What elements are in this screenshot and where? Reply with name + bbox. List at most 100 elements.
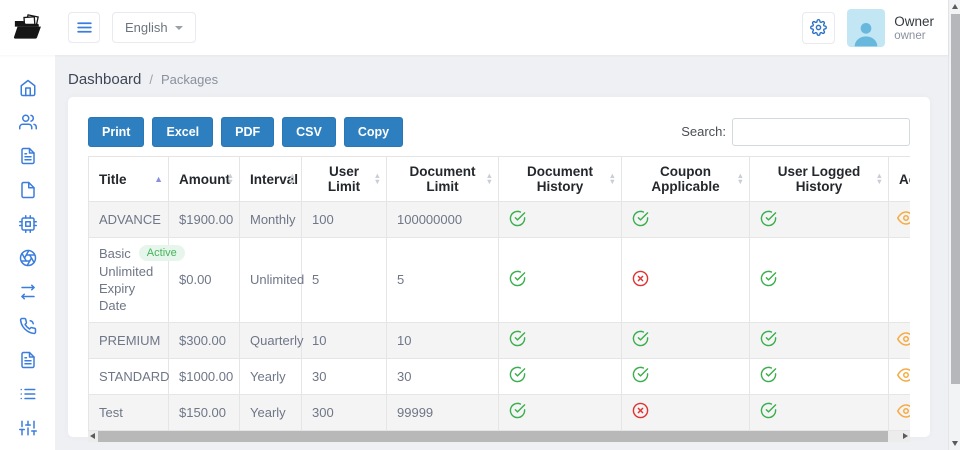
column-header-coupon-applicable[interactable]: Coupon Applicable ▲ ▼ bbox=[621, 156, 750, 202]
sidebar-item-transfer-7[interactable] bbox=[0, 275, 55, 309]
packages-table: Title ▲ Amount ▲ ▼ Interval ▲ ▼ User Limit ▲ ▼ Docu… bbox=[88, 156, 910, 431]
column-label: Title bbox=[99, 171, 127, 187]
column-header-title[interactable]: Title ▲ bbox=[88, 156, 169, 202]
scroll-right-arrow-icon[interactable] bbox=[903, 432, 908, 439]
view-package-button[interactable] bbox=[897, 330, 910, 348]
action-cell bbox=[888, 201, 910, 238]
document-history-cell bbox=[498, 393, 622, 431]
column-header-interval[interactable]: Interval ▲ ▼ bbox=[239, 156, 302, 202]
app-logo[interactable] bbox=[0, 0, 55, 55]
sidebar-item-cpu-5[interactable] bbox=[0, 207, 55, 241]
sidebar-item-users-2[interactable] bbox=[0, 105, 55, 139]
package-title: Basic bbox=[99, 245, 131, 261]
breadcrumb: Dashboard / Packages bbox=[68, 71, 930, 88]
vertical-scrollbar-thumb[interactable] bbox=[950, 14, 960, 384]
avatar bbox=[847, 8, 886, 47]
view-package-button[interactable] bbox=[897, 366, 910, 384]
user-limit-cell: 10 bbox=[301, 321, 387, 359]
document-limit-cell: 99999 bbox=[386, 393, 499, 431]
package-subtitle: Unlimited Expiry Date bbox=[99, 264, 154, 313]
column-label: Coupon Applicable bbox=[651, 164, 720, 194]
check-circle-icon bbox=[509, 270, 526, 287]
export-buttons: Print Excel PDF CSV Copy bbox=[88, 116, 411, 147]
user-limit-cell: 300 bbox=[301, 393, 387, 431]
check-circle-icon bbox=[632, 330, 649, 347]
check-circle-icon bbox=[632, 366, 649, 383]
document-limit-cell: 5 bbox=[386, 237, 499, 323]
sidebar-item-list-10[interactable] bbox=[0, 377, 55, 411]
horizontal-scrollbar[interactable] bbox=[88, 430, 910, 442]
scroll-left-arrow-icon[interactable] bbox=[90, 432, 95, 439]
pdf-button[interactable]: PDF bbox=[221, 116, 275, 147]
sidebar-toggle-button[interactable] bbox=[68, 12, 100, 43]
coupon-applicable-cell bbox=[621, 321, 750, 359]
breadcrumb-separator: / bbox=[149, 72, 154, 87]
breadcrumb-dashboard[interactable]: Dashboard bbox=[68, 71, 142, 88]
file-text-icon bbox=[20, 147, 35, 165]
menu-icon bbox=[76, 22, 92, 33]
title-cell: STANDARD bbox=[88, 357, 170, 395]
horizontal-scrollbar-thumb[interactable] bbox=[98, 430, 888, 442]
eye-icon bbox=[897, 367, 910, 382]
check-circle-icon bbox=[760, 270, 777, 287]
sort-icon: ▲ ▼ bbox=[373, 171, 381, 186]
column-header-user-logged-history[interactable]: User Logged History ▲ ▼ bbox=[749, 156, 889, 202]
check-circle-icon bbox=[509, 402, 526, 419]
copy-button[interactable]: Copy bbox=[343, 116, 404, 147]
user-limit-cell: 5 bbox=[301, 237, 387, 323]
aperture-icon bbox=[19, 249, 36, 267]
check-circle-icon bbox=[760, 402, 777, 419]
view-package-button[interactable] bbox=[897, 402, 910, 420]
table-toolbar: Print Excel PDF CSV Copy Search: bbox=[88, 116, 910, 147]
coupon-applicable-cell bbox=[621, 201, 750, 238]
sidebar-item-sliders-11[interactable] bbox=[0, 411, 55, 445]
settings-button[interactable] bbox=[802, 11, 836, 44]
amount-cell: $1900.00 bbox=[168, 201, 240, 238]
packages-table-wrap: Title ▲ Amount ▲ ▼ Interval ▲ ▼ User Limit ▲ ▼ Docu… bbox=[88, 156, 910, 431]
column-header-document-history[interactable]: Document History ▲ ▼ bbox=[498, 156, 622, 202]
view-package-button[interactable] bbox=[897, 209, 910, 227]
breadcrumb-packages: Packages bbox=[161, 72, 219, 87]
search-input[interactable] bbox=[732, 117, 910, 146]
sidebar-item-file-text-9[interactable] bbox=[0, 343, 55, 377]
x-circle-icon bbox=[632, 402, 649, 419]
sidebar-item-aperture-6[interactable] bbox=[0, 241, 55, 275]
scroll-up-arrow-icon[interactable] bbox=[951, 4, 958, 9]
list-icon bbox=[20, 388, 35, 400]
coupon-applicable-cell bbox=[621, 393, 750, 431]
interval-cell: Yearly bbox=[239, 357, 302, 395]
sidebar-item-file-4[interactable] bbox=[0, 173, 55, 207]
table-row: ADVANCE $1900.00 Monthly 100 100000000 bbox=[88, 201, 910, 238]
column-header-action[interactable]: Action▲▼ bbox=[888, 156, 910, 202]
sidebar-item-home-1[interactable] bbox=[0, 71, 55, 105]
action-cell bbox=[888, 357, 910, 395]
user-menu[interactable]: Owner owner bbox=[847, 8, 934, 47]
column-label: User Logged History bbox=[777, 164, 861, 194]
print-button[interactable]: Print bbox=[88, 116, 145, 147]
user-name: Owner bbox=[894, 13, 934, 29]
title-cell: ADVANCE bbox=[88, 201, 169, 238]
column-header-amount[interactable]: Amount ▲ ▼ bbox=[168, 156, 240, 202]
sidebar-item-file-text-3[interactable] bbox=[0, 139, 55, 173]
sort-icon: ▲ ▼ bbox=[288, 171, 296, 186]
csv-button[interactable]: CSV bbox=[282, 116, 336, 147]
sort-icon: ▲ ▼ bbox=[736, 171, 744, 186]
table-row: Test $150.00 Yearly 300 99999 bbox=[88, 393, 910, 431]
eye-icon bbox=[897, 403, 910, 418]
amount-cell: $150.00 bbox=[168, 393, 240, 431]
interval-cell: Unlimited bbox=[239, 237, 304, 323]
document-history-cell bbox=[498, 237, 622, 323]
sidebar-item-phone-8[interactable] bbox=[0, 309, 55, 343]
action-cell bbox=[888, 321, 910, 359]
person-icon bbox=[854, 22, 878, 46]
search-label: Search: bbox=[681, 124, 726, 139]
excel-button[interactable]: Excel bbox=[152, 116, 214, 147]
main-content: Dashboard / Packages Print Excel PDF CSV Cop… bbox=[55, 55, 948, 450]
language-dropdown[interactable]: English bbox=[112, 12, 196, 43]
scroll-down-arrow-icon[interactable] bbox=[951, 441, 958, 446]
sort-icon: ▲ ▼ bbox=[226, 171, 234, 186]
status-badge: Active bbox=[138, 245, 185, 261]
column-header-user-limit[interactable]: User Limit ▲ ▼ bbox=[301, 156, 387, 202]
column-header-document-limit[interactable]: Document Limit ▲ ▼ bbox=[386, 156, 499, 202]
vertical-scrollbar[interactable] bbox=[948, 0, 960, 450]
